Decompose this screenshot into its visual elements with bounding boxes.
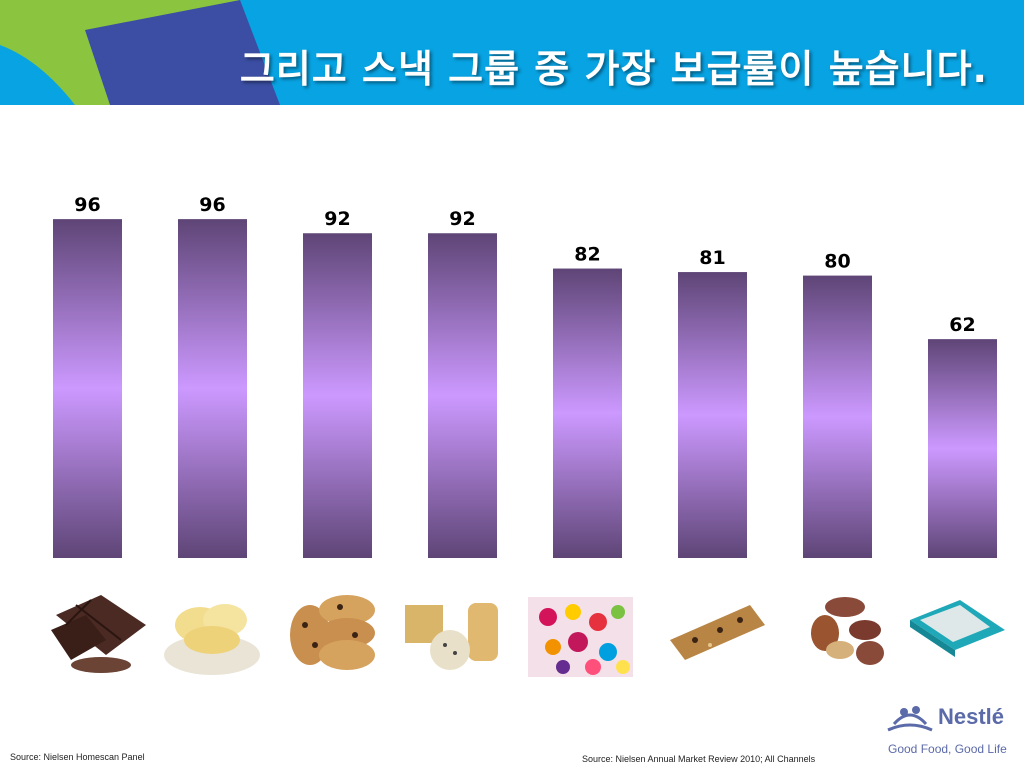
value-label-6: 81 <box>699 247 725 269</box>
value-label-1: 96 <box>74 194 100 216</box>
value-label-4: 92 <box>449 208 475 230</box>
bar-chart: 96 96 92 92 82 81 80 62 <box>53 194 997 559</box>
bar-6 <box>678 272 747 558</box>
header-decoration <box>0 0 280 105</box>
bar-5 <box>553 268 622 558</box>
bar-4 <box>428 233 497 559</box>
value-label-2: 96 <box>199 194 225 216</box>
chips-icon <box>164 604 260 675</box>
brand-name: Nestlé <box>938 704 1005 729</box>
chocolate-icon <box>51 595 146 673</box>
page-title: 그리고 스낵 그룹 중 가장 보급률이 높습니다. <box>239 47 988 91</box>
bar-1 <box>53 219 122 558</box>
nestle-logo: Nestlé <box>886 700 1006 760</box>
brand-tagline: Good Food, Good Life <box>888 742 1007 756</box>
cookies-icon <box>290 595 375 670</box>
value-label-3: 92 <box>324 208 350 230</box>
bar-7 <box>803 275 872 558</box>
value-label-5: 82 <box>574 244 600 266</box>
nuts-icon <box>811 597 884 665</box>
granola-bar-icon <box>670 605 765 660</box>
value-label-7: 80 <box>824 251 850 273</box>
gum-icon <box>910 600 1005 657</box>
source-note-left: Source: Nielsen Homescan Panel <box>10 752 145 762</box>
bar-2 <box>178 219 247 558</box>
header-banner: 그리고 스낵 그룹 중 가장 보급률이 높습니다. <box>0 0 1024 105</box>
bar-8 <box>928 339 997 558</box>
crackers-icon <box>405 603 498 670</box>
nest-icon <box>887 706 933 732</box>
candy-icon <box>528 597 633 677</box>
bar-3 <box>303 233 372 559</box>
value-label-8: 62 <box>949 314 975 336</box>
source-note-right: Source: Nielsen Annual Market Review 201… <box>582 754 816 764</box>
